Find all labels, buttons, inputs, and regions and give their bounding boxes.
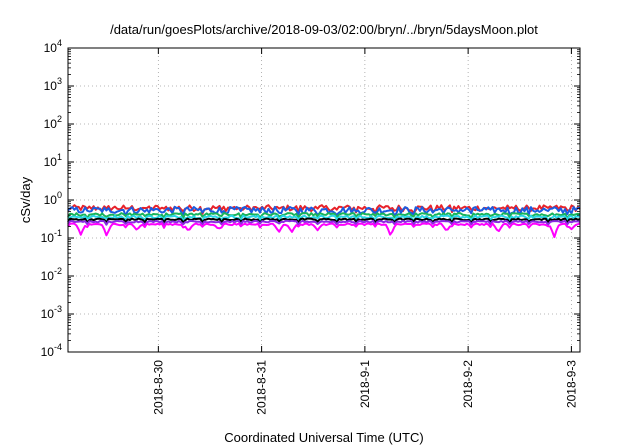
y-tick-label: 10-4 xyxy=(41,342,62,359)
y-tick-label: 103 xyxy=(44,76,62,93)
series-line xyxy=(67,204,581,215)
y-axis-label: cSv/day xyxy=(18,176,33,223)
series-line xyxy=(67,217,581,224)
y-tick-label: 101 xyxy=(44,152,62,169)
x-tick-label: 2018-8-31 xyxy=(255,360,269,415)
series-line xyxy=(67,212,581,220)
grid xyxy=(68,48,580,352)
x-axis-label: Coordinated Universal Time (UTC) xyxy=(224,430,423,445)
x-tick-label: 2018-9-3 xyxy=(564,360,578,408)
y-tick-label: 10-3 xyxy=(41,304,62,321)
y-tick-label: 10-2 xyxy=(41,266,62,283)
series-line xyxy=(67,219,581,227)
x-axis: 2018-8-30 2018-8-31 2018-9-1 2018-9-2 2018-9… xyxy=(151,48,578,415)
x-tick-label: 2018-9-1 xyxy=(358,360,372,408)
series-line xyxy=(67,205,581,217)
x-tick-label: 2018-8-30 xyxy=(151,360,165,415)
y-axis: 10-4 10-3 10-2 10-1 100 101 102 103 104 xyxy=(41,38,580,359)
y-tick-label: 104 xyxy=(44,38,62,55)
x-tick-label: 2018-9-2 xyxy=(461,360,475,408)
series-line xyxy=(67,222,581,239)
y-tick-label: 100 xyxy=(44,190,62,207)
chart-title: /data/run/goesPlots/archive/2018-09-03/0… xyxy=(110,22,538,37)
y-tick-label: 10-1 xyxy=(41,228,62,245)
series-line xyxy=(67,214,581,222)
series-lines xyxy=(67,204,581,239)
y-tick-label: 102 xyxy=(44,114,62,131)
